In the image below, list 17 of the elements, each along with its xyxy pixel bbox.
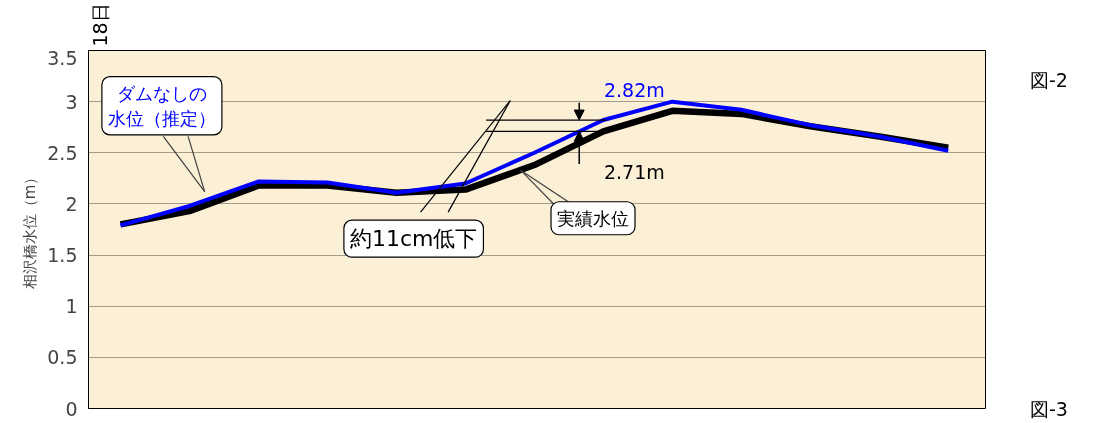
y-tick-label: 2.5 — [47, 141, 78, 164]
annotation: 2.71m — [603, 161, 665, 184]
text: 図-3 — [1030, 397, 1068, 422]
text: 18日 — [88, 3, 111, 47]
y-tick-label: 2 — [65, 192, 78, 215]
y-tick-label: 0.5 — [47, 346, 78, 369]
text: 実績水位 — [557, 207, 630, 229]
y-tick-label: 3 — [65, 90, 78, 113]
y-tick-label: 3.5 — [47, 46, 78, 69]
text: ダムなしの水位（推定） — [107, 82, 216, 129]
text: 図-2 — [1030, 68, 1068, 93]
y-tick-label: 1 — [65, 295, 78, 318]
y-axis-title: 相沢橋水位（m） — [21, 169, 40, 290]
annotation: 約11cm低下 — [349, 226, 478, 252]
y-tick-label: 1.5 — [47, 244, 78, 267]
annotation: 2.82m — [603, 79, 665, 102]
y-tick-label: 0 — [65, 397, 78, 420]
